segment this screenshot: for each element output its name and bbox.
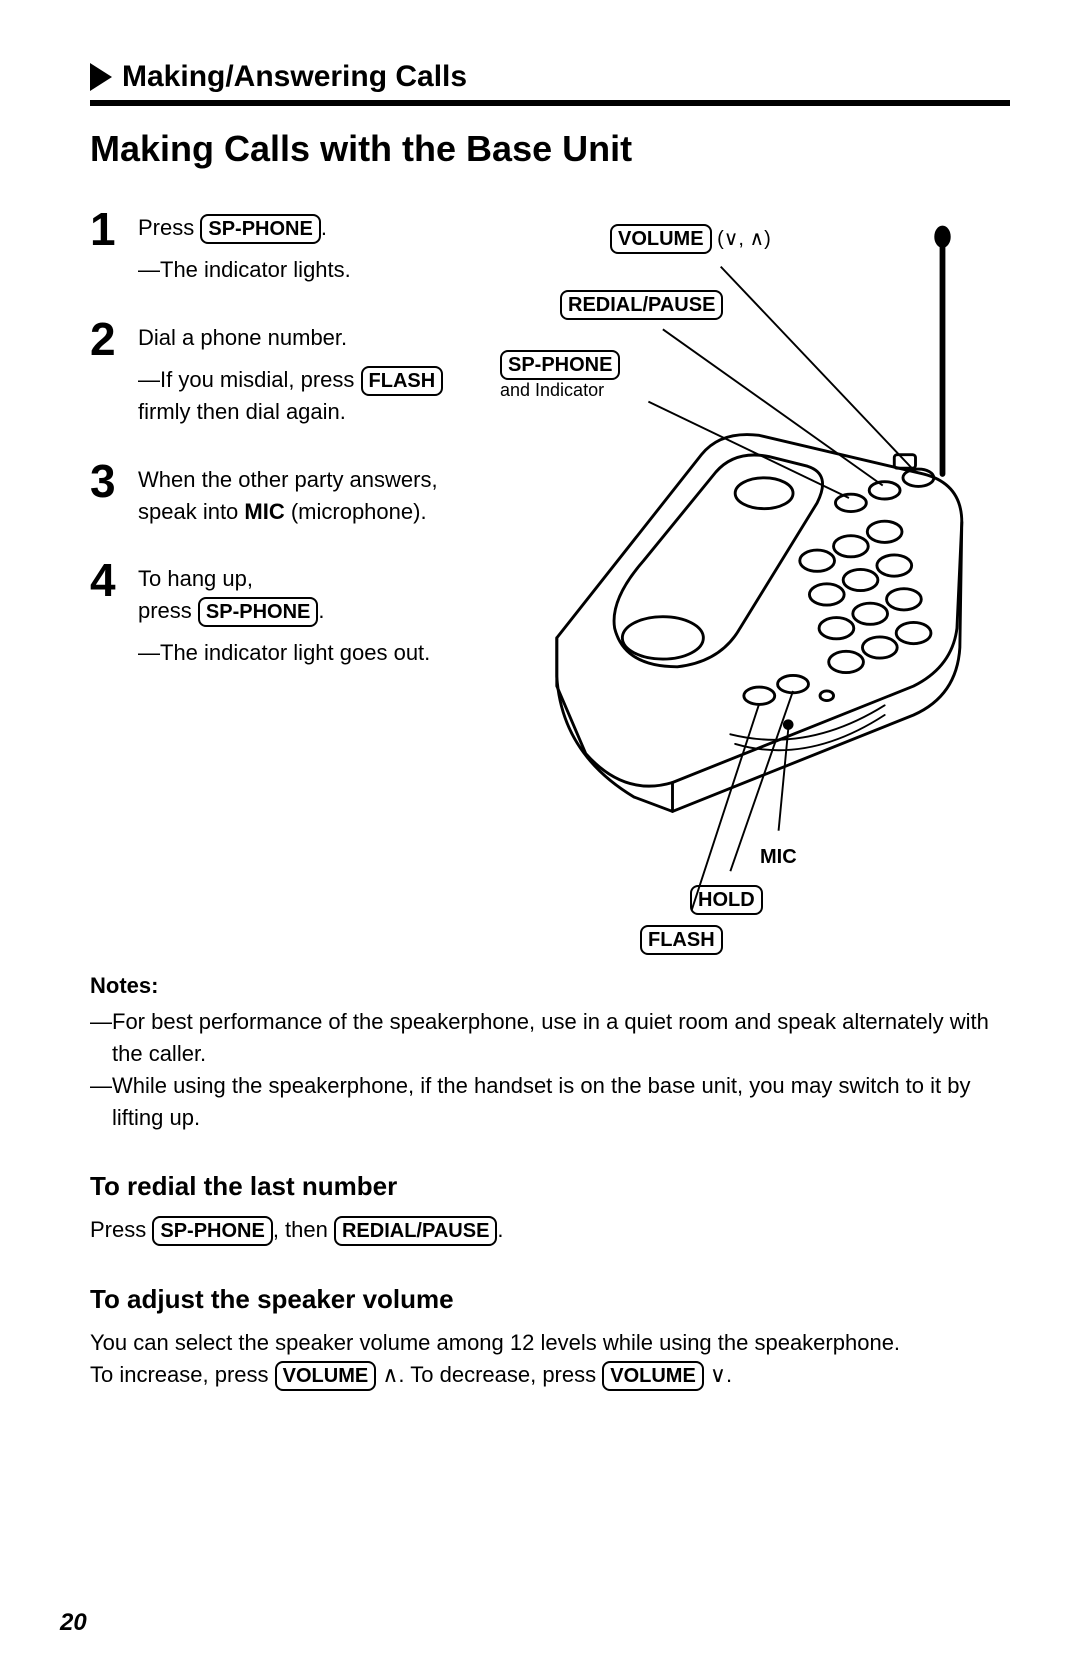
page-title: Making Calls with the Base Unit	[90, 128, 1010, 170]
section-title: Making/Answering Calls	[122, 60, 467, 94]
divider	[90, 100, 1010, 106]
notes-block: Notes: — For best performance of the spe…	[90, 970, 1010, 1133]
button-label-sp-phone: SP-PHONE	[200, 214, 320, 244]
button-label-sp-phone: SP-PHONE	[198, 597, 318, 627]
step-number: 3	[90, 458, 124, 528]
arrow-right-icon	[90, 63, 112, 91]
redial-text: Press SP-PHONE, then REDIAL/PAUSE.	[90, 1214, 1010, 1246]
button-label-redial-pause: REDIAL/PAUSE	[334, 1216, 497, 1246]
step-body: Press SP-PHONE. —The indicator lights.	[138, 206, 351, 286]
mic-bold: MIC	[244, 499, 284, 524]
step-number: 4	[90, 557, 124, 669]
button-label-sp-phone: SP-PHONE	[152, 1216, 272, 1246]
manual-page: Making/Answering Calls Making Calls with…	[0, 0, 1080, 1671]
button-label-volume: VOLUME	[275, 1361, 377, 1391]
step-sub: —The indicator light goes out.	[138, 637, 430, 669]
step-sub: —If you misdial, press FLASH firmly then…	[138, 364, 450, 428]
diagram-column: VOLUME (∨, ∧) REDIAL/PAUSE SP-PHONE and …	[470, 200, 1010, 960]
steps-column: 1 Press SP-PHONE. —The indicator lights.…	[90, 200, 450, 960]
section-header: Making/Answering Calls	[90, 60, 1010, 94]
base-unit-diagram-icon	[470, 200, 1010, 960]
step-sub: —The indicator lights.	[138, 254, 351, 286]
step-body: Dial a phone number. —If you misdial, pr…	[138, 316, 450, 428]
step: 2 Dial a phone number. —If you misdial, …	[90, 316, 450, 428]
step: 4 To hang up, press SP-PHONE. —The indic…	[90, 557, 450, 669]
note-item: — For best performance of the speakerpho…	[90, 1006, 1010, 1070]
note-item: — While using the speakerphone, if the h…	[90, 1070, 1010, 1134]
step-number: 2	[90, 316, 124, 428]
step-number: 1	[90, 206, 124, 286]
volume-text: You can select the speaker volume among …	[90, 1327, 1010, 1391]
step-body: To hang up, press SP-PHONE. —The indicat…	[138, 557, 430, 669]
step: 3 When the other party answers, speak in…	[90, 458, 450, 528]
notes-heading: Notes:	[90, 970, 1010, 1002]
button-label-volume: VOLUME	[602, 1361, 704, 1391]
page-number: 20	[60, 1609, 87, 1637]
subheading-redial: To redial the last number	[90, 1171, 1010, 1202]
step-body: When the other party answers, speak into…	[138, 458, 450, 528]
subheading-volume: To adjust the speaker volume	[90, 1284, 1010, 1315]
step: 1 Press SP-PHONE. —The indicator lights.	[90, 206, 450, 286]
button-label-flash: FLASH	[361, 366, 444, 396]
